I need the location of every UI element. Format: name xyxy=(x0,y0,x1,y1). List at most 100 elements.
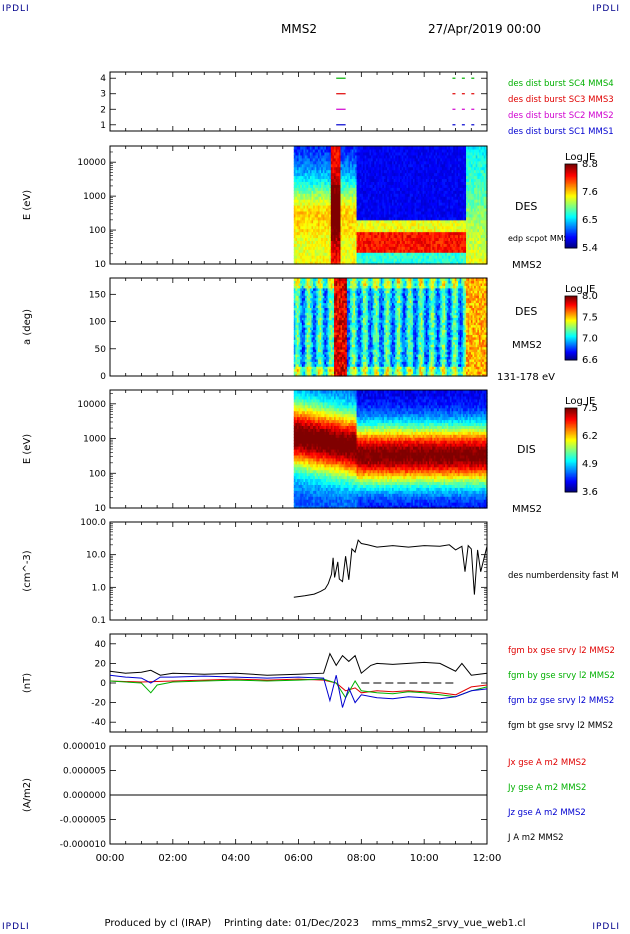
des_energy-cell xyxy=(314,175,317,180)
des_energy-cell xyxy=(303,255,306,259)
des_energy-cell xyxy=(303,190,306,194)
des_energy-cell xyxy=(303,169,306,174)
des_energy-cell xyxy=(300,246,303,250)
des_energy-cell xyxy=(322,181,325,185)
des_energy-cell xyxy=(308,234,311,239)
des_energy-cell xyxy=(319,213,322,218)
des_energy-cell xyxy=(301,196,305,200)
des_energy-cell xyxy=(317,193,321,197)
des_energy-cell xyxy=(293,246,296,250)
des_energy-cell xyxy=(306,146,309,150)
des_energy-cell xyxy=(306,190,309,194)
des_energy-cell xyxy=(301,154,305,159)
des_energy-cell xyxy=(298,255,301,259)
des_energy-cell xyxy=(295,196,298,200)
des_energy-cell xyxy=(325,246,329,250)
des_energy-cell xyxy=(295,146,298,150)
des_energy-cell xyxy=(305,246,308,250)
des_energy-cell xyxy=(321,154,324,159)
des_energy-cell xyxy=(322,249,325,253)
des_energy-cell xyxy=(319,160,322,165)
des_energy-cell xyxy=(308,193,311,197)
des_energy-cell xyxy=(308,187,311,191)
des_energy-cell xyxy=(305,160,308,165)
des_energy-cell xyxy=(295,157,298,162)
burst-ytick-label: 1 xyxy=(100,121,106,131)
des_energy-cell xyxy=(314,261,317,265)
des_energy-cell xyxy=(300,160,303,165)
des_energy-cell xyxy=(293,154,296,159)
des_energy-cell xyxy=(301,160,305,165)
des_energy-cell xyxy=(327,216,330,221)
des_energy-cell xyxy=(317,190,321,194)
des_energy-cell xyxy=(309,187,313,191)
des_energy-cell xyxy=(297,222,300,227)
des_energy-cell xyxy=(297,234,300,239)
des_energy-cell xyxy=(325,193,329,197)
des_energy-cell xyxy=(319,249,322,253)
des_energy-cell xyxy=(311,261,314,265)
des_energy-cell xyxy=(311,210,314,215)
des_energy-cell xyxy=(324,216,327,221)
des_energy-cell xyxy=(316,157,319,162)
des_energy-cell xyxy=(319,181,322,185)
des_energy-cell xyxy=(298,234,301,239)
des_energy-cell xyxy=(293,222,296,227)
des_energy-cell xyxy=(297,166,300,171)
des_energy-cell xyxy=(305,228,308,233)
des_energy-cell xyxy=(306,202,309,206)
des_energy-cell xyxy=(297,240,300,244)
des_energy-cell xyxy=(306,181,309,185)
des_energy-cell xyxy=(301,207,305,212)
des_energy-cell xyxy=(309,231,313,236)
des_energy-cell xyxy=(313,231,316,236)
des_energy-cell xyxy=(308,166,311,171)
des_energy-cell xyxy=(314,148,317,153)
des_energy-cell xyxy=(308,231,311,236)
des_energy-cell xyxy=(325,146,329,150)
des_energy-cell xyxy=(308,181,311,185)
des_energy-cell xyxy=(293,219,296,224)
des_energy-cell xyxy=(325,202,329,206)
des_energy-cell xyxy=(303,234,306,239)
des_energy-cell xyxy=(300,205,303,209)
des_energy-cell xyxy=(300,146,303,150)
des_energy-cell xyxy=(308,219,311,224)
des_energy-cell xyxy=(313,193,316,197)
des_energy-cell xyxy=(293,252,296,256)
des_energy-cell xyxy=(306,199,309,203)
des_energy-cell xyxy=(313,187,316,191)
des_energy-cell xyxy=(309,148,313,153)
des_energy-cell xyxy=(306,169,309,174)
des_energy-cell xyxy=(308,172,311,177)
des_energy-cell xyxy=(306,213,309,218)
des_energy-cell xyxy=(300,234,303,239)
des_energy-cell xyxy=(325,190,329,194)
des_energy-cell xyxy=(324,225,327,230)
des_energy-cell xyxy=(325,169,329,174)
des_energy-cell xyxy=(314,169,317,174)
des_energy-cell xyxy=(295,193,298,197)
des_energy-cell xyxy=(295,199,298,203)
des_energy-cell xyxy=(308,210,311,215)
des_energy-cell xyxy=(300,231,303,236)
des_energy-cell xyxy=(311,196,314,200)
des_energy-cell xyxy=(311,169,314,174)
des_energy-cell xyxy=(311,157,314,162)
des_energy-cell xyxy=(317,225,321,230)
des_energy-cell xyxy=(319,199,322,203)
des_energy-cell xyxy=(327,243,330,247)
des_energy-cell xyxy=(295,246,298,250)
des_energy-cell xyxy=(319,222,322,227)
des_energy-cell xyxy=(311,249,314,253)
des_energy-cell xyxy=(317,255,321,259)
des_energy-cell xyxy=(301,255,305,259)
des_energy-cell xyxy=(306,193,309,197)
des_energy-cell xyxy=(314,255,317,259)
des_energy-cell xyxy=(313,225,316,230)
des_energy-cell xyxy=(297,207,300,212)
des_energy-cell xyxy=(295,222,298,227)
des_energy-cell xyxy=(297,157,300,162)
des_energy-cell xyxy=(319,228,322,233)
des_energy-cell xyxy=(297,178,300,182)
